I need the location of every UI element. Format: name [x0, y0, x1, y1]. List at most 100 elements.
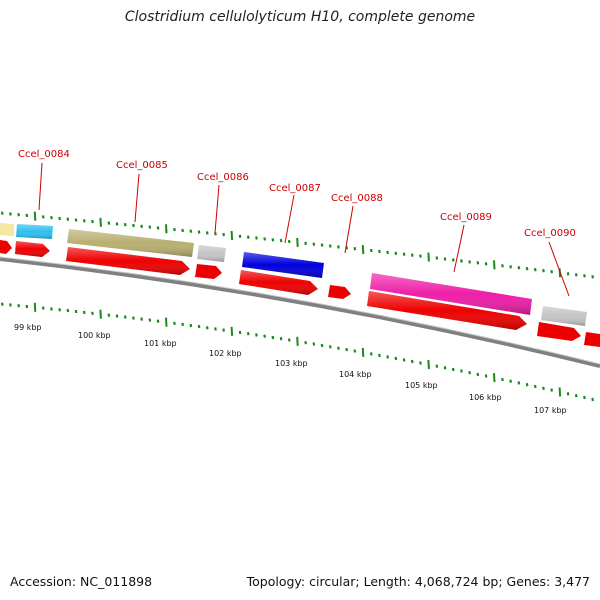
- minor-tick: [509, 379, 512, 383]
- minor-tick: [263, 334, 266, 338]
- minor-tick: [222, 328, 225, 332]
- minor-tick: [50, 307, 53, 311]
- gene-label-ccel-0085[interactable]: Ccel_0085: [116, 160, 168, 171]
- minor-tick: [140, 317, 143, 321]
- minor-tick: [328, 244, 332, 248]
- minor-tick: [74, 218, 78, 222]
- major-tick: [230, 326, 234, 336]
- minor-tick: [566, 392, 570, 396]
- minor-tick: [525, 383, 529, 387]
- cds-arrow: [537, 322, 581, 341]
- major-tick: [427, 360, 430, 370]
- minor-tick: [123, 315, 127, 319]
- minor-tick: [517, 266, 521, 270]
- label-leaders: [38, 162, 570, 297]
- outer-tick-ring: [0, 211, 594, 279]
- tick-label: 106 kbp: [469, 393, 502, 402]
- minor-tick: [9, 303, 12, 307]
- minor-tick: [255, 333, 258, 337]
- major-tick: [99, 217, 102, 227]
- gene-label-ccel-0087[interactable]: Ccel_0087: [269, 183, 321, 194]
- minor-tick: [214, 327, 217, 331]
- minor-tick: [460, 369, 463, 373]
- minor-tick: [386, 250, 389, 255]
- minor-tick: [533, 268, 537, 272]
- gene-label-ccel-0086[interactable]: Ccel_0086: [197, 172, 249, 183]
- minor-tick: [50, 216, 53, 220]
- minor-tick: [197, 230, 201, 234]
- minor-tick: [17, 213, 20, 217]
- cds-track: [0, 240, 600, 347]
- minor-tick: [378, 353, 381, 358]
- tick-label: 107 kbp: [534, 406, 567, 415]
- minor-tick: [451, 367, 455, 372]
- minor-tick: [287, 338, 291, 342]
- minor-tick: [550, 388, 553, 392]
- minor-tick: [17, 304, 20, 308]
- major-tick: [165, 224, 168, 234]
- minor-tick: [386, 355, 389, 359]
- minor-tick: [312, 242, 316, 246]
- minor-tick: [583, 274, 586, 278]
- cds-arrow: [584, 332, 600, 347]
- minor-tick: [410, 253, 414, 257]
- minor-tick: [345, 347, 348, 352]
- minor-tick: [9, 212, 12, 216]
- major-tick: [493, 260, 496, 270]
- minor-tick: [328, 345, 332, 349]
- minor-tick: [460, 259, 463, 263]
- minor-tick: [533, 384, 537, 389]
- minor-tick: [550, 270, 553, 274]
- minor-tick: [140, 224, 143, 228]
- minor-tick: [238, 234, 242, 238]
- minor-tick: [320, 243, 324, 247]
- minor-tick: [501, 264, 504, 268]
- minor-tick: [222, 232, 225, 237]
- minor-tick: [304, 341, 307, 345]
- tick-label: 104 kbp: [339, 370, 372, 379]
- tick-label: 103 kbp: [275, 359, 308, 368]
- minor-tick: [402, 358, 406, 362]
- minor-tick: [410, 359, 414, 364]
- gene-label-ccel-0088[interactable]: Ccel_0088: [331, 193, 383, 204]
- major-tick: [99, 309, 102, 319]
- gene-label-ccel-0084[interactable]: Ccel_0084: [18, 149, 70, 160]
- minor-tick: [279, 337, 283, 341]
- gene-label-ccel-0089[interactable]: Ccel_0089: [440, 212, 492, 223]
- minor-tick: [173, 227, 176, 232]
- accession-text: Accession: NC_011898: [10, 574, 153, 589]
- minor-tick: [279, 238, 283, 243]
- cds-arrow: [328, 285, 351, 299]
- major-tick: [361, 347, 365, 357]
- minor-tick: [419, 254, 422, 258]
- minor-tick: [369, 352, 373, 356]
- minor-tick: [82, 219, 86, 223]
- minor-tick: [509, 265, 512, 269]
- minor-tick: [443, 366, 447, 370]
- minor-tick: [197, 324, 201, 329]
- minor-tick: [25, 213, 29, 218]
- minor-tick: [181, 228, 184, 233]
- gene-feature-track: [0, 223, 587, 326]
- minor-tick: [435, 256, 439, 260]
- gene-label-ccel-0090[interactable]: Ccel_0090: [524, 228, 576, 239]
- minor-tick: [591, 397, 594, 402]
- minor-tick: [156, 226, 160, 230]
- cds-arrow: [195, 264, 222, 279]
- kbp-tick-labels: 99 kbp 100 kbp 101 kbp 102 kbp 103 kbp 1…: [14, 323, 567, 415]
- major-tick: [230, 230, 234, 241]
- major-tick: [427, 252, 430, 262]
- minor-tick: [132, 316, 135, 320]
- minor-tick: [82, 310, 86, 315]
- minor-tick: [484, 374, 488, 378]
- minor-tick: [468, 260, 471, 264]
- minor-tick: [304, 241, 307, 245]
- minor-tick: [320, 343, 324, 348]
- minor-tick: [58, 216, 61, 221]
- tick-label: 99 kbp: [14, 323, 42, 332]
- minor-tick: [74, 309, 78, 314]
- tick-label: 101 kbp: [144, 339, 177, 348]
- minor-tick: [238, 330, 242, 335]
- genome-backbone: [0, 257, 600, 368]
